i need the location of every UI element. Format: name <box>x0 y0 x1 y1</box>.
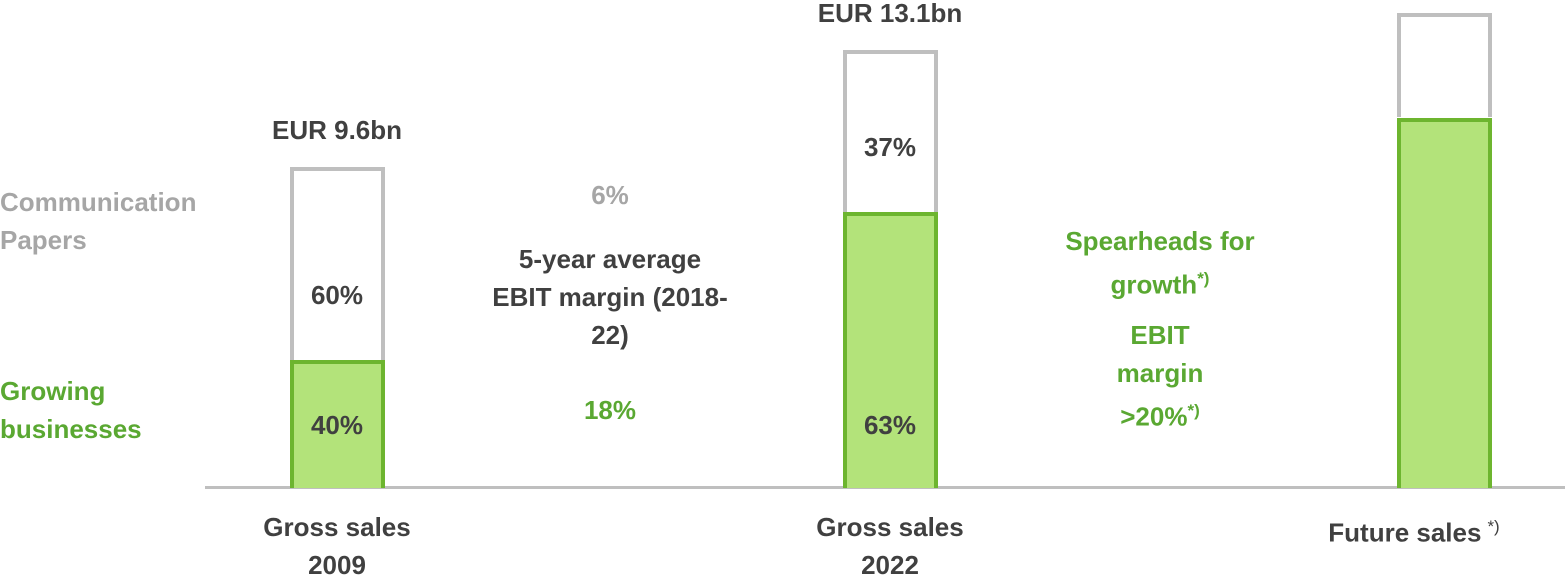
x-tick-text: Future sales <box>1328 517 1482 548</box>
spearheads-text: Spearheads for growth <box>1065 226 1255 300</box>
future-margin: EBIT margin >20%*) <box>1085 316 1235 436</box>
footnote-marker: *) <box>1197 269 1210 288</box>
x-tick-label: Future sales *) <box>1284 508 1544 552</box>
margin-growing: 18% <box>583 395 637 425</box>
margin-title: 5-year average EBIT margin (2018-22) <box>492 244 728 350</box>
total-label: EUR 9.6bn <box>271 114 403 145</box>
total-label: EUR 13.1bn <box>817 0 963 28</box>
value-label: 60% <box>310 279 364 310</box>
value-label: 63% <box>863 410 917 440</box>
footnote-marker: *) <box>1187 401 1200 420</box>
x-tick-label: Gross sales 2022 <box>790 508 990 584</box>
future-margin-text: EBIT margin >20% <box>1116 320 1204 432</box>
bar-segment <box>842 211 938 488</box>
margin-communication: 6% <box>591 180 629 210</box>
bar-segment <box>289 359 385 488</box>
footnote-marker: *) <box>1487 517 1500 536</box>
value-label: 40% <box>310 410 364 440</box>
bar-segment <box>842 49 938 212</box>
spearheads: Spearheads for growth*) <box>1055 222 1265 304</box>
bar-segment <box>289 166 385 360</box>
x-tick-label: Gross sales 2009 <box>237 508 437 584</box>
legend-label: Communication Papers <box>0 187 197 255</box>
legend-label: Growing businesses <box>0 376 142 444</box>
bar-segment <box>1396 117 1492 488</box>
value-label: 37% <box>863 131 917 162</box>
bar-segment <box>1396 13 1492 118</box>
